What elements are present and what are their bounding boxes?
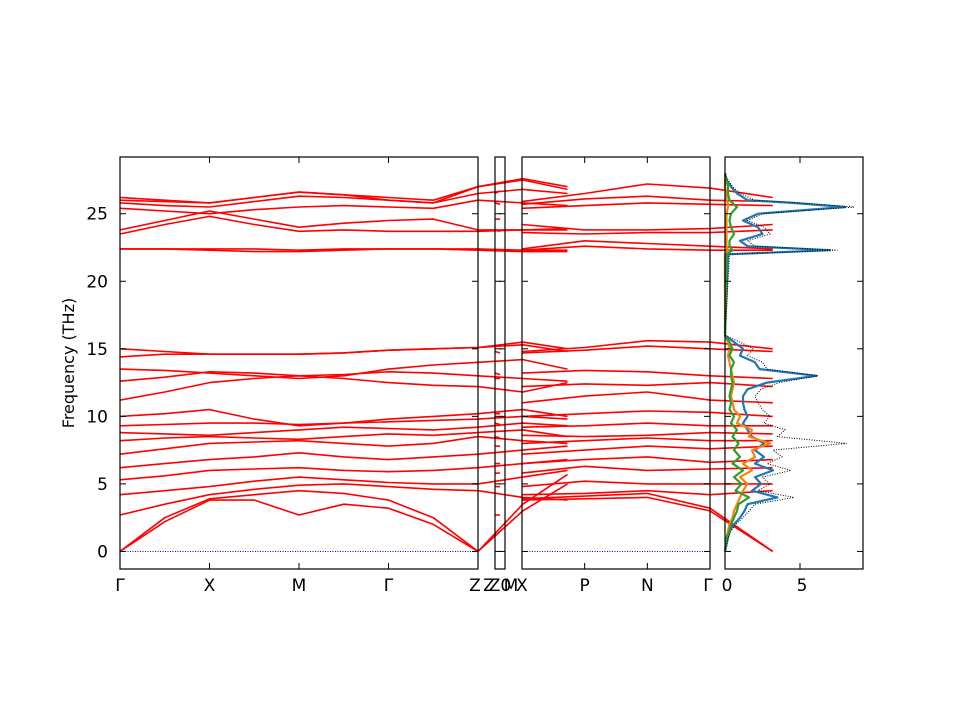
dos-line — [723, 172, 847, 552]
band-line — [119, 445, 568, 469]
band-line — [521, 391, 773, 404]
x-tick-label: X — [204, 576, 216, 596]
band-panel-2-frame — [494, 156, 506, 570]
band-line — [119, 343, 568, 358]
band-line — [119, 469, 568, 496]
band-line — [119, 188, 568, 208]
y-tick-label: 20 — [86, 272, 108, 292]
x-tick-label: M — [292, 576, 307, 596]
band-line — [119, 483, 568, 553]
band-line — [119, 473, 568, 553]
y-tick-label: 0 — [97, 542, 108, 562]
band-line — [521, 465, 773, 474]
band-line — [521, 183, 773, 203]
band-line — [494, 190, 501, 195]
dos-total-line — [724, 172, 855, 552]
y-tick-label: 10 — [86, 407, 108, 427]
dos-line — [723, 172, 751, 552]
y-tick-label: 25 — [86, 205, 108, 225]
band-line — [119, 215, 568, 235]
band-line — [119, 358, 568, 380]
band-line — [521, 369, 773, 380]
band-line — [521, 445, 773, 455]
x-tick-label: Z — [469, 576, 481, 596]
dos-line — [723, 173, 772, 552]
band-line — [120, 248, 568, 253]
band-line — [521, 437, 773, 445]
y-axis-label: Frequency (THz) — [59, 298, 78, 428]
band-line — [521, 431, 773, 438]
band-line — [494, 350, 501, 354]
band-line — [119, 199, 568, 215]
band-line — [119, 408, 568, 427]
band-line — [119, 341, 568, 356]
band-line — [119, 177, 568, 204]
x-tick-label: Γ — [115, 576, 125, 596]
x-tick-label: M — [504, 576, 519, 596]
band-line — [494, 229, 501, 233]
band-line — [494, 372, 501, 376]
band-line — [521, 345, 773, 354]
dos-x-tick-label: 5 — [797, 576, 808, 596]
band-line — [119, 422, 568, 437]
band-line — [521, 202, 773, 210]
band-line — [119, 458, 568, 481]
band-panel-3-frame — [521, 156, 711, 570]
x-tick-label: X — [516, 576, 528, 596]
band-line — [119, 435, 568, 455]
y-tick-label: 15 — [86, 340, 108, 360]
band-line — [521, 381, 773, 388]
band-line — [119, 370, 568, 382]
band-line — [119, 210, 568, 231]
data-layer — [119, 172, 855, 553]
band-line — [521, 229, 773, 235]
band-line — [494, 202, 501, 206]
band-line — [521, 422, 773, 428]
dos-x-tick-label: 0 — [722, 576, 733, 596]
band-line — [119, 429, 568, 442]
dos-panel-frame — [724, 156, 864, 570]
y-tick-label: 5 — [97, 475, 108, 495]
band-line — [494, 422, 501, 426]
x-tick-label: Z0 — [489, 576, 511, 596]
frames-layer — [119, 156, 864, 570]
band-line — [521, 456, 773, 465]
x-tick-label: Γ — [384, 576, 394, 596]
band-line — [119, 483, 568, 516]
x-tick-label: P — [580, 576, 590, 596]
band-line — [521, 489, 773, 496]
band-line — [494, 435, 501, 439]
x-tick-label: N — [641, 576, 654, 596]
band-line — [120, 248, 568, 251]
x-tick-label: Z — [483, 576, 495, 596]
band-line — [119, 374, 568, 401]
x-tick-label: Γ — [703, 576, 713, 596]
band-line — [521, 480, 773, 488]
